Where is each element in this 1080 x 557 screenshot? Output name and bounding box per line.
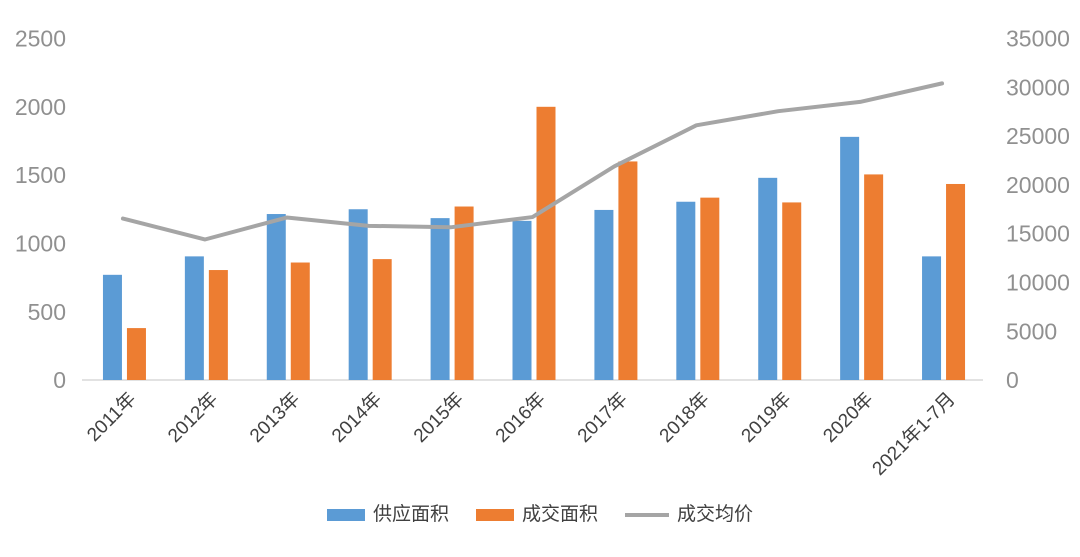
supply-area-bar-2017年: [594, 209, 614, 380]
transaction-area-bar-2017年: [618, 161, 638, 380]
supply-area-bar-2011年: [102, 274, 122, 380]
right-axis-tick-label: 15000: [1006, 221, 1070, 247]
transaction-area-bar-2021年1-7月: [946, 183, 966, 380]
right-axis-tick-label: 35000: [1006, 26, 1070, 52]
x-axis-category-label: 2020年: [819, 388, 878, 447]
x-axis-category-label: 2019年: [737, 388, 796, 447]
x-axis-category-label: 2016年: [491, 388, 550, 447]
x-axis-category-label: 2021年1-7月: [868, 388, 960, 480]
supply-area-bar-2018年: [676, 201, 696, 380]
supply-area-bar-2012年: [184, 256, 204, 380]
x-axis-category-label: 2017年: [573, 388, 632, 447]
right-axis-tick-label: 25000: [1006, 123, 1070, 149]
supply-area-bar-2015年: [430, 218, 450, 380]
right-axis: 0 5000 10000 15000 20000 25000 30000 35000: [1006, 26, 1070, 393]
left-axis-tick-label: 1000: [15, 230, 66, 256]
transaction-area-bar-2013年: [290, 262, 310, 380]
bar-groups: [102, 106, 966, 381]
left-axis-tick-label: 0: [53, 367, 66, 393]
legend-label-transaction-area: 成交面积: [521, 504, 598, 525]
right-axis-tick-label: 0: [1006, 367, 1019, 393]
supply-area-bar-2019年: [758, 177, 778, 380]
x-axis-category-label: 2012年: [164, 388, 223, 447]
legend-label-average-price: 成交均价: [677, 504, 754, 525]
transaction-area-bar-2019年: [782, 202, 802, 380]
legend-swatch-transaction-area: [475, 508, 514, 521]
right-axis-tick-label: 10000: [1006, 269, 1070, 295]
x-axis-category-labels: 2011年 2012年 2013年 2014年 2015年 2016年 2017年 2018年…: [83, 388, 960, 480]
transaction-area-bar-2011年: [126, 328, 146, 380]
right-axis-tick-label: 30000: [1006, 74, 1070, 100]
transaction-area-bar-2016年: [536, 106, 556, 381]
left-axis: 0 500 1000 1500 2000 2500: [15, 26, 66, 393]
price-line: [120, 81, 945, 242]
right-axis-tick-label: 20000: [1006, 172, 1070, 198]
supply-area-bar-2014年: [348, 209, 368, 380]
supply-area-bar-2013年: [266, 214, 286, 380]
left-axis-tick-label: 2000: [15, 94, 66, 120]
x-axis-category-label: 2013年: [245, 388, 304, 447]
left-axis-tick-label: 1500: [15, 162, 66, 188]
legend-item-average-price: 成交均价: [625, 505, 753, 524]
left-axis-tick-label: 2500: [15, 26, 66, 52]
transaction-area-bar-2014年: [372, 259, 392, 380]
supply-area-bar-2016年: [512, 220, 532, 380]
right-axis-tick-label: 5000: [1006, 318, 1057, 344]
transaction-area-bar-2012年: [208, 270, 228, 380]
legend-label-supply-area: 供应面积: [372, 504, 449, 525]
legend-item-supply-area: 供应面积: [326, 504, 449, 525]
x-axis-category-label: 2018年: [655, 388, 714, 447]
legend-swatch-supply-area: [326, 508, 365, 521]
legend: 供应面积 成交面积 成交均价: [0, 505, 1080, 524]
transaction-area-bar-2015年: [454, 206, 474, 380]
legend-swatch-average-price: [625, 512, 669, 517]
supply-area-bar-2021年1-7月: [922, 256, 942, 380]
x-axis-category-label: 2011年: [83, 388, 141, 446]
supply-area-bar-2020年: [840, 136, 860, 380]
x-axis-category-label: 2015年: [409, 388, 468, 447]
transaction-area-bar-2020年: [864, 174, 884, 380]
x-axis-category-label: 2014年: [327, 388, 386, 447]
legend-item-transaction-area: 成交面积: [475, 504, 598, 525]
left-axis-tick-label: 500: [28, 299, 66, 325]
transaction-area-bar-2018年: [700, 197, 720, 380]
